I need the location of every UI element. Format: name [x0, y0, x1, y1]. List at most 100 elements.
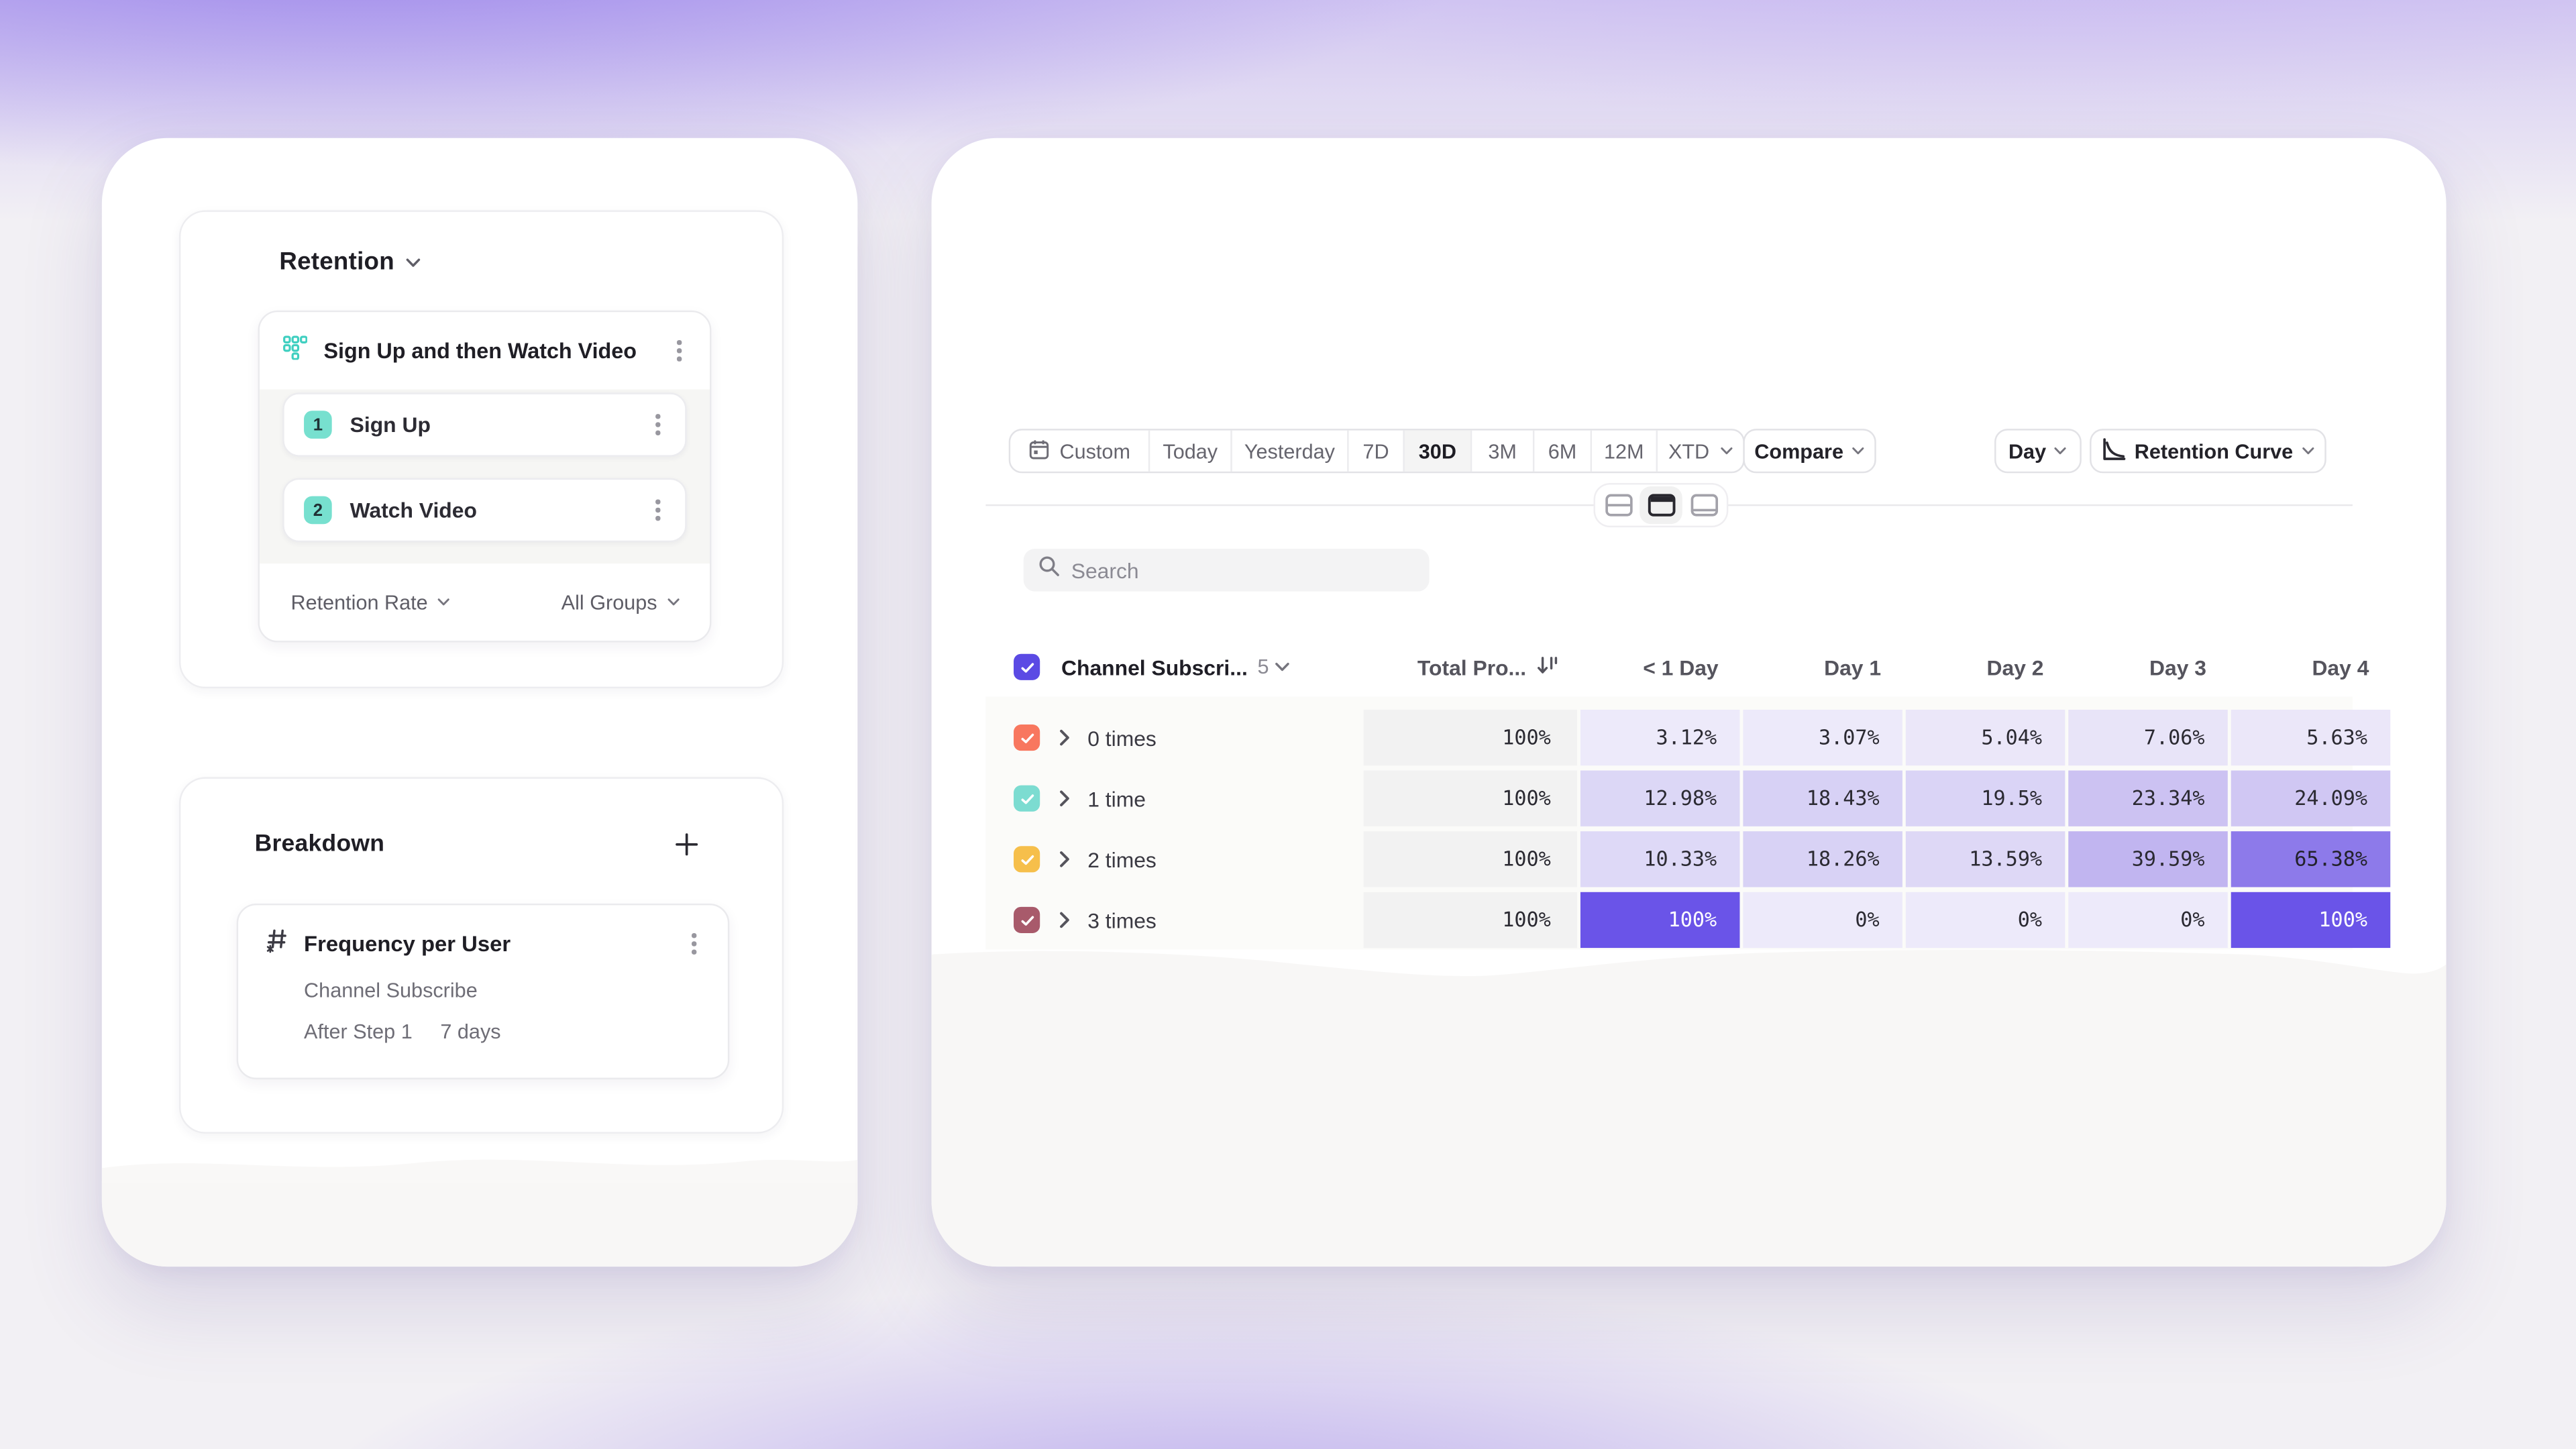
- group-count: 5: [1257, 655, 1269, 679]
- select-all-checkbox[interactable]: [1014, 653, 1040, 680]
- day-column-header[interactable]: Day 3: [2149, 654, 2206, 680]
- groups-label: All Groups: [561, 590, 657, 614]
- card-texture-zone: [931, 949, 2447, 1267]
- kebab-menu-icon[interactable]: [651, 409, 665, 440]
- breakdown-title: Breakdown: [254, 831, 385, 858]
- chevron-right-icon[interactable]: [1060, 729, 1070, 746]
- row-checkbox[interactable]: [1014, 846, 1040, 873]
- funnel-step-1[interactable]: 1 Sign Up: [282, 392, 687, 457]
- metric-dropdown[interactable]: Retention Rate: [290, 590, 451, 614]
- heat-cell[interactable]: 18.43%: [1743, 770, 1902, 826]
- date-range-custom[interactable]: Custom: [1010, 431, 1148, 472]
- chevron-down-icon: [1719, 447, 1733, 455]
- date-range-xtd[interactable]: XTD: [1656, 430, 1743, 472]
- date-range-label: Custom: [1059, 439, 1130, 463]
- heat-cell[interactable]: 7.06%: [2068, 709, 2228, 766]
- chart-type-button[interactable]: Retention Curve: [2090, 429, 2326, 474]
- heat-cell[interactable]: 23.34%: [2068, 770, 2228, 826]
- layout-chart-toggle[interactable]: [1682, 486, 1725, 524]
- chevron-right-icon[interactable]: [1060, 851, 1070, 867]
- group-column-title[interactable]: Channel Subscri...: [1061, 654, 1248, 680]
- table-body: 0 times 100% 3.12% 3.07% 5.04% 7.06% 5.6…: [1014, 709, 2391, 949]
- row-label[interactable]: 2 times: [1087, 847, 1157, 872]
- kebab-menu-icon[interactable]: [673, 335, 687, 366]
- heat-cell[interactable]: 24.09%: [2231, 770, 2391, 826]
- heat-cell[interactable]: 3.12%: [1580, 709, 1740, 766]
- retention-header[interactable]: Retention: [279, 248, 421, 276]
- date-range-label: 6M: [1548, 439, 1577, 463]
- funnel-footer: Retention Rate All Groups: [259, 564, 710, 641]
- date-range-7d[interactable]: 7D: [1347, 430, 1403, 472]
- heat-cell[interactable]: 12.98%: [1580, 770, 1740, 826]
- heat-cell[interactable]: 0%: [1905, 892, 2065, 949]
- date-range-label: 12M: [1604, 439, 1644, 463]
- retention-title: Retention: [279, 248, 394, 276]
- heat-cell[interactable]: 39.59%: [2068, 831, 2228, 888]
- date-range-6m[interactable]: 6M: [1532, 430, 1591, 472]
- chevron-right-icon[interactable]: [1060, 790, 1070, 806]
- total-cell: 100%: [1363, 892, 1578, 949]
- heat-cell[interactable]: 0%: [2068, 892, 2228, 949]
- breakdown-header: Breakdown: [255, 831, 385, 857]
- step-number-badge: 2: [304, 496, 332, 525]
- chevron-right-icon[interactable]: [1060, 912, 1070, 928]
- card-texture-zone: [101, 1159, 858, 1267]
- calendar-icon: [1028, 438, 1050, 464]
- total-cell: 100%: [1363, 770, 1578, 826]
- funnel-step-2[interactable]: 2 Watch Video: [282, 478, 687, 543]
- heat-cell[interactable]: 5.04%: [1905, 709, 2065, 766]
- heat-cell[interactable]: 100%: [1580, 892, 1740, 949]
- add-breakdown-button[interactable]: [670, 828, 703, 861]
- row-checkbox[interactable]: [1014, 724, 1040, 751]
- heat-cell[interactable]: 65.38%: [2231, 831, 2391, 888]
- heat-cell[interactable]: 18.26%: [1743, 831, 1902, 888]
- day-column-header[interactable]: Day 4: [2312, 654, 2369, 680]
- row-checkbox[interactable]: [1014, 906, 1040, 934]
- heat-cell[interactable]: 0%: [1743, 892, 1902, 949]
- search-input[interactable]: [1071, 557, 1415, 583]
- row-label[interactable]: 0 times: [1087, 725, 1157, 750]
- row-label[interactable]: 1 time: [1087, 786, 1146, 811]
- date-range-3m[interactable]: 3M: [1470, 430, 1533, 472]
- chevron-down-icon: [2054, 447, 2068, 455]
- date-range-30d-active[interactable]: 30D: [1403, 430, 1470, 472]
- funnel-header[interactable]: Sign Up and then Watch Video: [259, 312, 710, 390]
- groups-dropdown[interactable]: All Groups: [561, 590, 680, 614]
- sort-descending-icon[interactable]: [1536, 655, 1558, 680]
- step-number-badge: 1: [304, 411, 332, 439]
- date-range-yesterday[interactable]: Yesterday: [1230, 430, 1347, 472]
- compare-button[interactable]: Compare: [1743, 429, 1876, 474]
- date-range-label: 3M: [1488, 439, 1517, 463]
- heat-cell[interactable]: 19.5%: [1905, 770, 2065, 826]
- date-range-12m[interactable]: 12M: [1590, 430, 1656, 472]
- day-column-header[interactable]: < 1 Day: [1643, 654, 1719, 680]
- granularity-button[interactable]: Day: [1994, 429, 2082, 474]
- heat-cell[interactable]: 3.07%: [1743, 709, 1902, 766]
- row-label[interactable]: 3 times: [1087, 908, 1157, 932]
- layout-split-toggle[interactable]: [1597, 486, 1640, 524]
- date-range-today[interactable]: Today: [1148, 430, 1230, 472]
- row-checkbox[interactable]: [1014, 785, 1040, 812]
- search-field: [1023, 548, 1430, 592]
- total-column-title[interactable]: Total Pro...: [1417, 654, 1527, 680]
- retention-table: Channel Subscri... 5 Total Pro...: [1014, 649, 2391, 953]
- breakdown-section: Breakdown Frequency per User Channel: [178, 777, 784, 1134]
- heat-cell[interactable]: 13.59%: [1905, 831, 2065, 888]
- layout-table-toggle[interactable]: [1640, 486, 1682, 525]
- day-column-header[interactable]: Day 2: [1986, 654, 2044, 680]
- step-label: Watch Video: [350, 498, 477, 523]
- day-column-header[interactable]: Day 1: [1824, 654, 1882, 680]
- table-row: 2 times 100% 10.33% 18.26% 13.59% 39.59%…: [1014, 831, 2391, 888]
- breakdown-item-card[interactable]: Frequency per User Channel Subscribe Aft…: [236, 903, 730, 1079]
- retention-curve-icon: [2102, 436, 2127, 466]
- funnel-title: Sign Up and then Watch Video: [323, 338, 637, 364]
- date-range-label: XTD: [1668, 439, 1710, 463]
- chevron-down-icon[interactable]: [1275, 662, 1290, 672]
- heat-cell[interactable]: 5.63%: [2231, 709, 2391, 766]
- report-card: Custom Today Yesterday 7D 30D 3M 6M 12M …: [931, 138, 2447, 1267]
- kebab-menu-icon[interactable]: [688, 928, 702, 959]
- date-range-label: Yesterday: [1244, 439, 1335, 463]
- heat-cell[interactable]: 10.33%: [1580, 831, 1740, 888]
- heat-cell[interactable]: 100%: [2231, 892, 2391, 949]
- kebab-menu-icon[interactable]: [651, 494, 665, 525]
